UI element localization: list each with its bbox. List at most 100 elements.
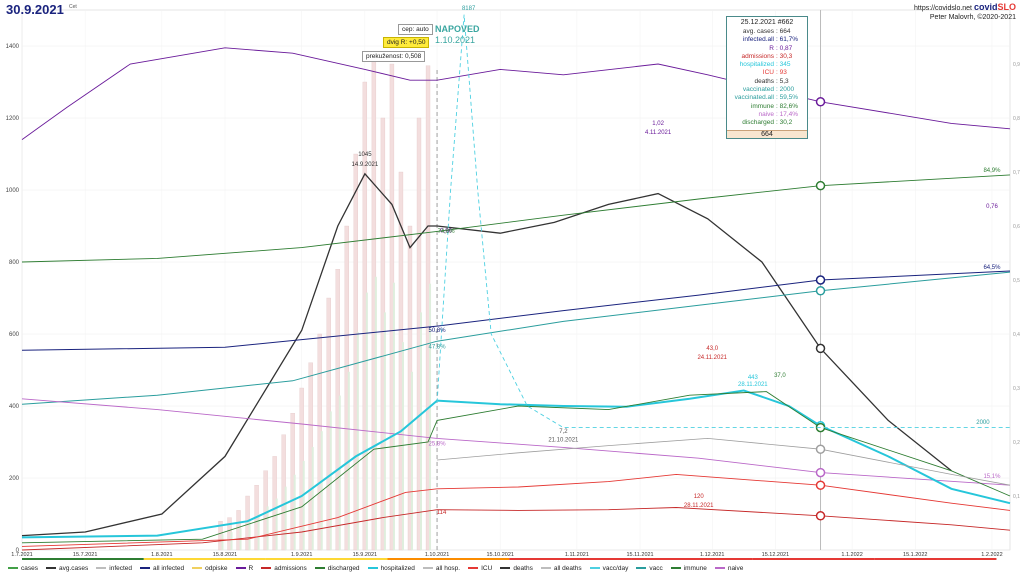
legend-swatch: [670, 567, 681, 569]
annotation-label: 1,02: [652, 121, 664, 127]
legend: cases avg.cases infected all infected odpisk…: [0, 560, 1024, 576]
annotation-label: 37,0: [774, 373, 786, 379]
legend-item[interactable]: infected: [96, 565, 132, 572]
legend-swatch: [468, 567, 479, 569]
x-tick-label: 1.2.2022: [981, 552, 1002, 558]
author-credit: Peter Malovrh, ©2020-2021: [929, 14, 1016, 21]
tooltip-value: : 30,3: [776, 52, 793, 60]
legend-swatch: [636, 567, 647, 569]
tooltip-row: vaccinated: 2000: [730, 86, 804, 94]
infected-bar: [401, 342, 404, 550]
tooltip-row: hospitalized: 345: [730, 61, 804, 69]
tooltip-value: : 345: [776, 61, 791, 69]
tooltip-row: naive: 17,4%: [730, 111, 804, 119]
legend-swatch: [192, 567, 203, 569]
tooltip-value: : 5,3: [776, 77, 789, 85]
series-icu: [21, 473, 1011, 547]
tooltip-value: : 2000: [776, 86, 795, 94]
legend-item[interactable]: ICU: [468, 565, 492, 572]
tooltip-row: infected.all: 61,7%: [730, 36, 804, 44]
dvig-r-control[interactable]: dvig R: +0,50: [383, 37, 430, 48]
legend-item[interactable]: all hosp.: [422, 564, 461, 572]
forecast-label: NAPOVED 1.10.2021: [435, 24, 480, 45]
period-band: [509, 558, 632, 560]
legend-item[interactable]: R: [235, 565, 253, 572]
tooltip-key: deaths: [754, 77, 774, 85]
legend-label: vacc: [649, 564, 663, 572]
tooltip-key: discharged: [742, 119, 774, 127]
series-discharged: [21, 391, 1011, 544]
infected-bar: [221, 534, 224, 550]
tooltip-row: ICU: 93: [730, 69, 804, 77]
y2-tick-label: 0,9: [1013, 62, 1020, 68]
legend-item[interactable]: all deaths: [540, 565, 582, 572]
chart-date: 30.9.2021: [6, 2, 64, 17]
legend-item[interactable]: vacc: [636, 564, 663, 572]
x-tick-label: 15.11.2021: [627, 552, 654, 558]
tooltip-key: R: [769, 44, 774, 52]
tooltip-key: ICU: [762, 69, 774, 77]
legend-item[interactable]: all infected: [140, 565, 184, 572]
y-tick-label: 200: [9, 476, 20, 482]
legend-item[interactable]: immune: [670, 564, 707, 572]
cep-control[interactable]: cep: auto: [398, 24, 433, 35]
legend-item[interactable]: cases: [8, 565, 38, 572]
infected-bar: [410, 371, 413, 550]
cursor-marker: [815, 275, 826, 285]
legend-swatch: [235, 567, 246, 569]
y-tick-label: 400: [9, 404, 20, 410]
legend-item[interactable]: naive: [714, 565, 743, 572]
period-band: [265, 558, 388, 560]
legend-item[interactable]: deaths: [500, 565, 533, 572]
infected-bar: [329, 411, 332, 550]
period-band: [874, 558, 997, 560]
cursor-marker: [815, 511, 826, 521]
legend-item[interactable]: avg.cases: [45, 565, 88, 572]
legend-item[interactable]: odpiske: [192, 565, 228, 572]
legend-item[interactable]: vacc/day: [589, 565, 628, 572]
x-tick-label: 15.7.2021: [73, 552, 97, 558]
series-avg-cases: [21, 172, 952, 537]
y2-tick-label: 0,5: [1013, 278, 1020, 284]
tooltip-row: avg. cases: 664: [730, 28, 804, 36]
x-tick-label: 15.1.2022: [903, 552, 927, 558]
y-tick-label: 1200: [6, 116, 20, 122]
tooltip-value: : 59,5%: [776, 94, 799, 102]
series-hospitalized: [21, 389, 1011, 539]
y2-tick-label: 0,7: [1013, 170, 1020, 176]
tooltip-key: vaccinated: [742, 86, 774, 94]
legend-item[interactable]: discharged: [314, 565, 360, 572]
tooltip-header: 25.12.2021 #662: [740, 19, 794, 26]
legend-label: all hosp.: [435, 564, 461, 572]
legend-swatch: [261, 567, 272, 569]
annotation-label: 28.11.2021: [738, 382, 768, 388]
infected-bar: [365, 292, 368, 550]
annotation-label: 28.11.2021: [684, 503, 714, 509]
series-naive: [21, 398, 1011, 486]
cursor-marker: [815, 467, 826, 478]
y2-tick-label: 0,4: [1013, 332, 1020, 338]
annotation-label: 4.11.2021: [645, 130, 672, 136]
tooltip-panel: 25.12.2021 #662 avg. cases: 664 infected.…: [726, 16, 808, 139]
annotation-label: 21.10.2021: [548, 437, 579, 443]
infected-bar: [257, 514, 260, 550]
cursor-marker: [815, 180, 826, 191]
prekuzenost-control[interactable]: prekuženost: 0,508: [362, 51, 426, 62]
period-band: [22, 558, 144, 560]
legend-item[interactable]: admissions: [261, 565, 307, 572]
tooltip-row: admissions: 30,3: [730, 53, 804, 61]
annotation-label: 120: [694, 494, 705, 500]
site-url[interactable]: https://covidslo.net: [914, 5, 973, 12]
y2-tick-label: 0,8: [1013, 116, 1020, 122]
series-immune: [21, 174, 1011, 263]
x-tick-label: 15.12.2021: [762, 552, 790, 558]
y2-tick-label: 0,2: [1013, 440, 1020, 446]
y2-tick-label: 0,1: [1013, 494, 1020, 500]
tooltip-key: admissions: [741, 52, 774, 60]
legend-item[interactable]: hospitalized: [367, 565, 415, 572]
legend-label: immune: [683, 564, 707, 572]
legend-label: ICU: [481, 564, 493, 572]
annotation-label: 0,96: [440, 228, 452, 234]
x-tick-label: 1.11.2021: [565, 552, 589, 558]
